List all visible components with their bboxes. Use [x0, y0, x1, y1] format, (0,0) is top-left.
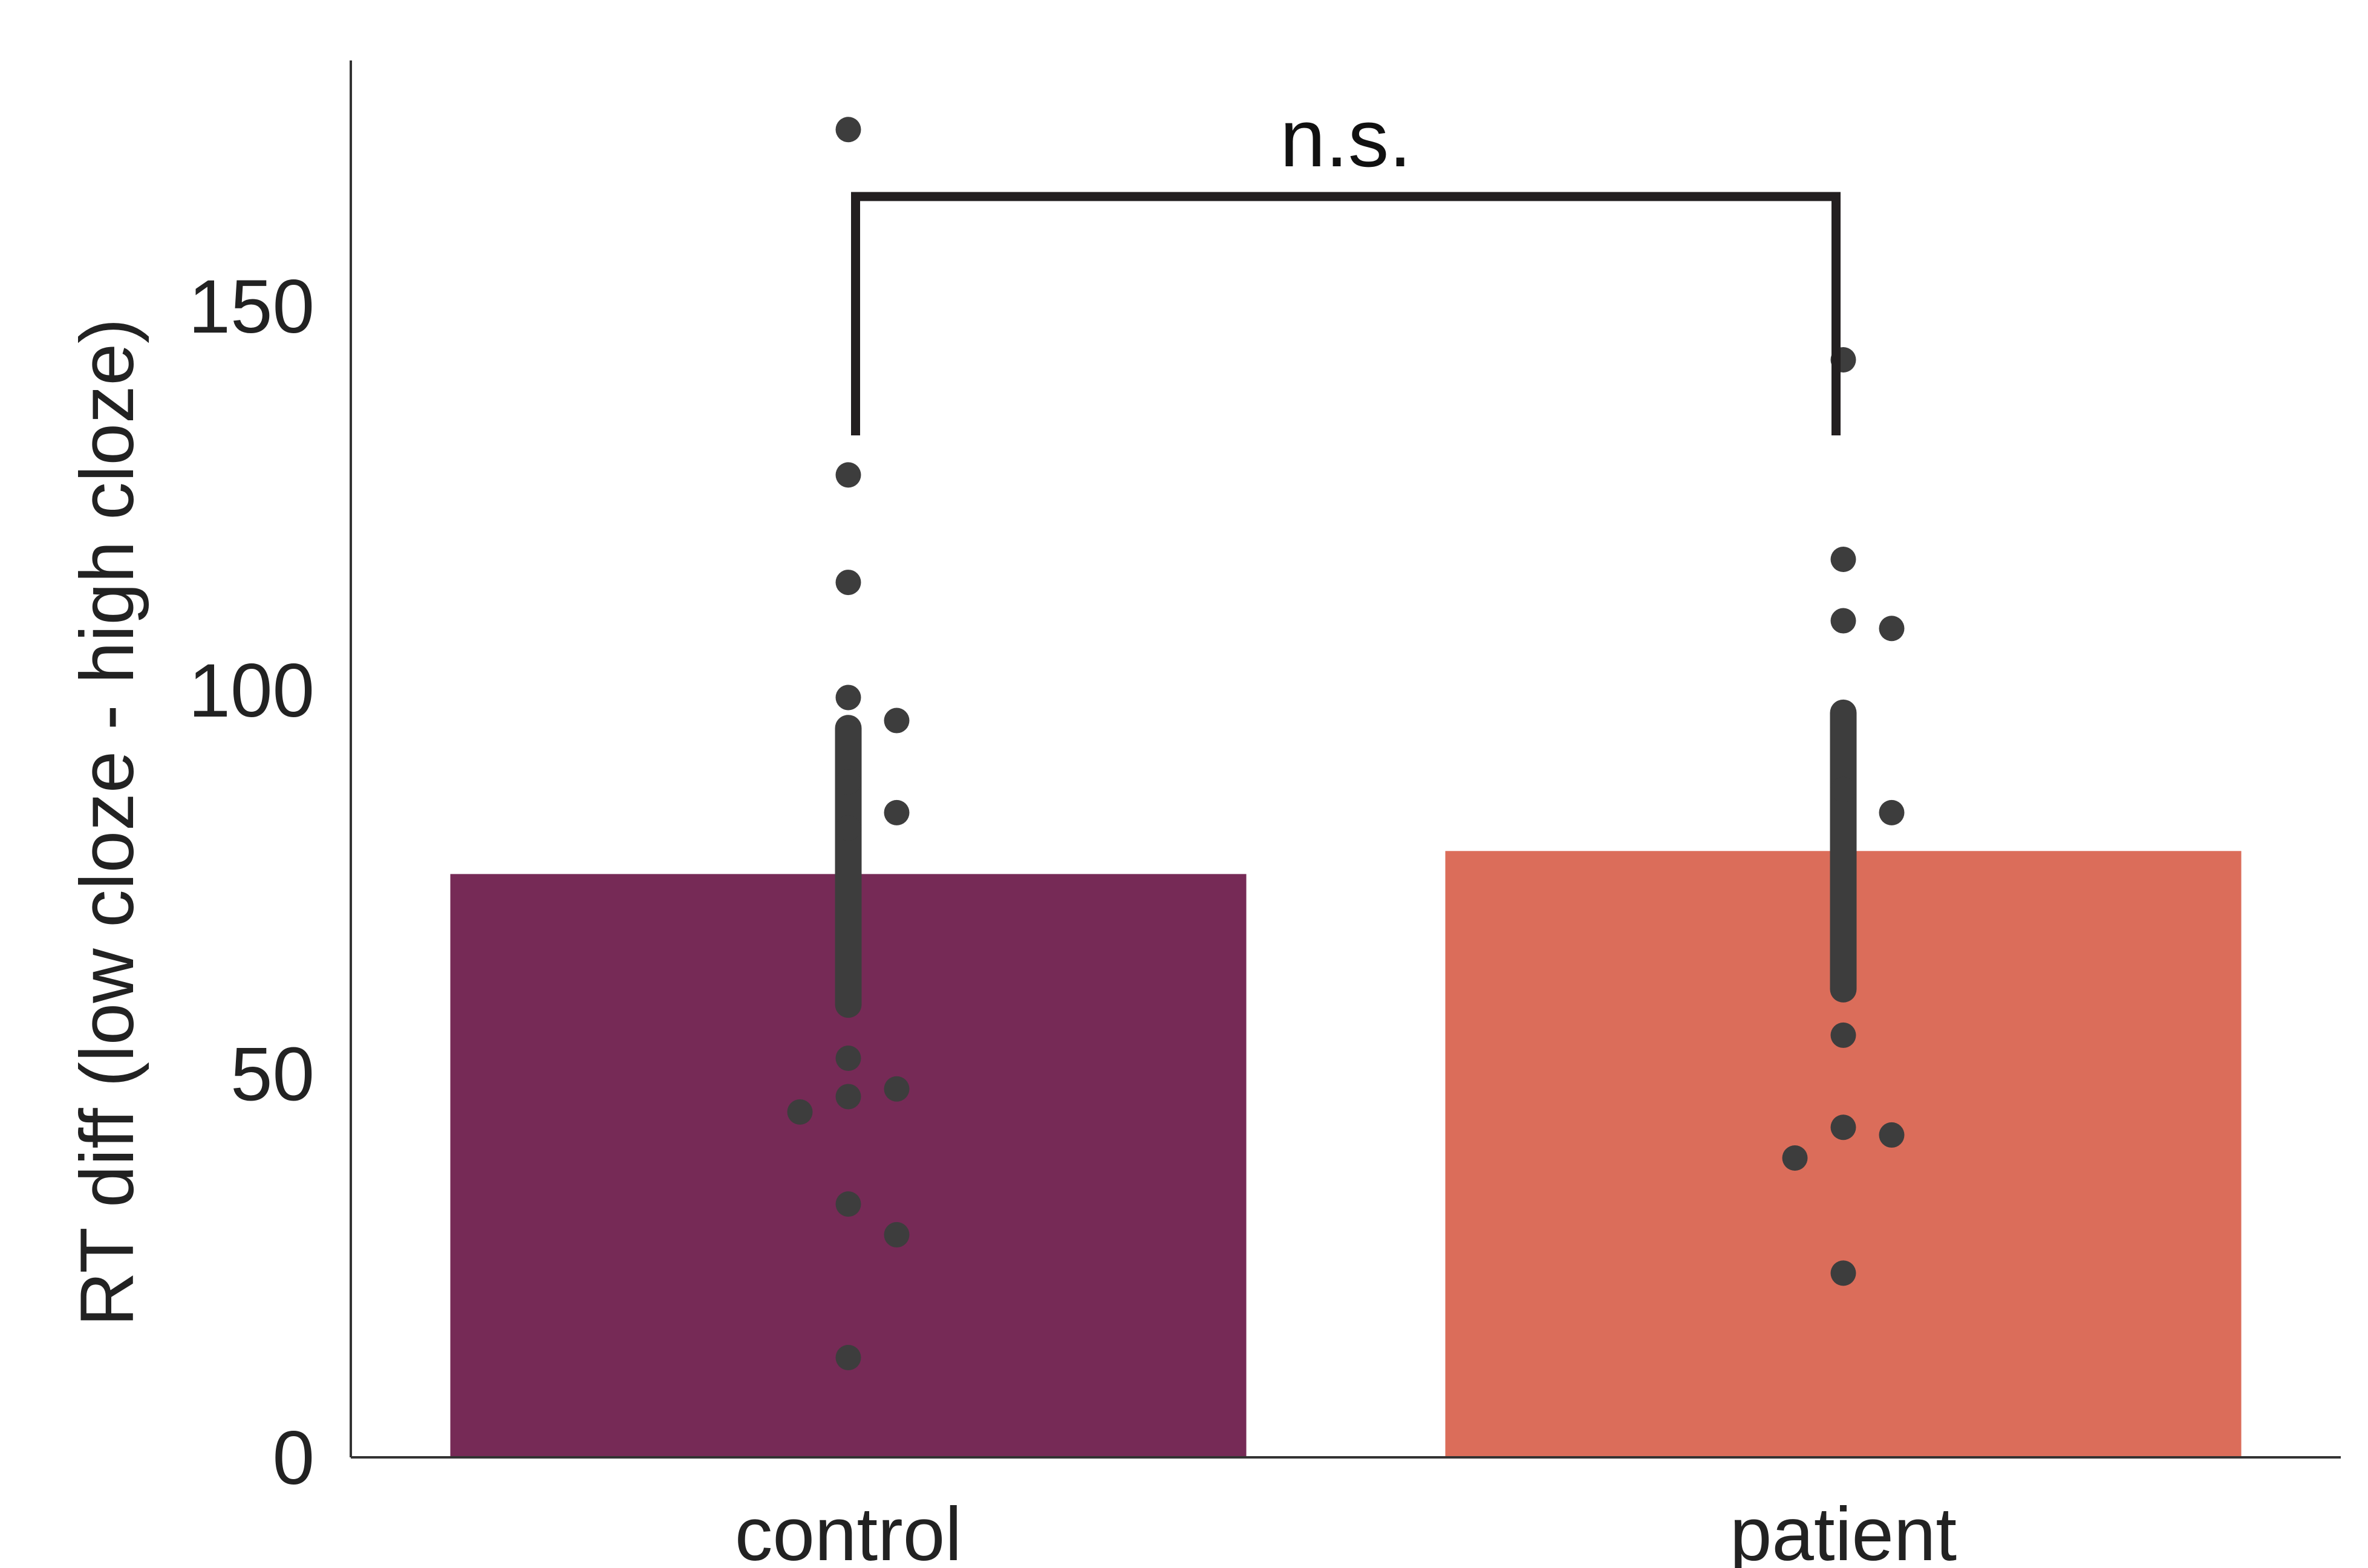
data-point-patient-2: [1830, 547, 1856, 572]
significance-bracket: [851, 192, 1841, 435]
annotation-layer: n.s.: [851, 93, 1841, 435]
data-point-control-3: [835, 570, 861, 596]
data-point-control-10: [884, 1076, 910, 1102]
data-point-control-1: [835, 117, 861, 143]
data-point-patient-5: [1830, 776, 1856, 802]
bars-layer: [450, 851, 2242, 1457]
axes-layer: 0 50 100 150 control patient: [188, 60, 2341, 1568]
data-point-patient-3: [1830, 608, 1856, 634]
data-point-control-15: [835, 1345, 861, 1370]
x-tick-label-patient: patient: [1730, 1492, 1957, 1568]
data-point-patient-7: [1830, 1022, 1856, 1048]
significance-label: n.s.: [1280, 93, 1412, 184]
points-layer: [787, 117, 1905, 1370]
y-tick-label-0: 0: [272, 1416, 315, 1500]
data-point-control-8: [835, 815, 861, 841]
data-point-patient-6: [1879, 799, 1905, 825]
data-point-control-14: [884, 1222, 910, 1248]
data-point-control-5: [884, 708, 910, 734]
data-point-control-9: [835, 1046, 861, 1071]
data-point-patient-9: [1879, 1122, 1905, 1148]
data-point-patient-4: [1879, 616, 1905, 642]
data-point-patient-8: [1830, 1114, 1856, 1140]
y-axis-label: RT diff (low cloze - high cloze): [65, 318, 149, 1326]
y-tick-label-50: 50: [230, 1032, 315, 1116]
data-point-patient-11: [1830, 1260, 1856, 1286]
y-tick-label-150: 150: [188, 265, 315, 349]
data-point-control-7: [884, 799, 910, 825]
data-point-control-6: [835, 769, 861, 795]
data-point-control-13: [835, 1191, 861, 1217]
y-tick-label-100: 100: [188, 649, 315, 733]
data-point-control-4: [835, 685, 861, 711]
data-point-control-12: [787, 1099, 813, 1125]
data-point-patient-10: [1782, 1145, 1808, 1171]
data-point-control-2: [835, 462, 861, 488]
x-tick-label-control: control: [735, 1492, 962, 1568]
data-point-control-11: [835, 1084, 861, 1110]
